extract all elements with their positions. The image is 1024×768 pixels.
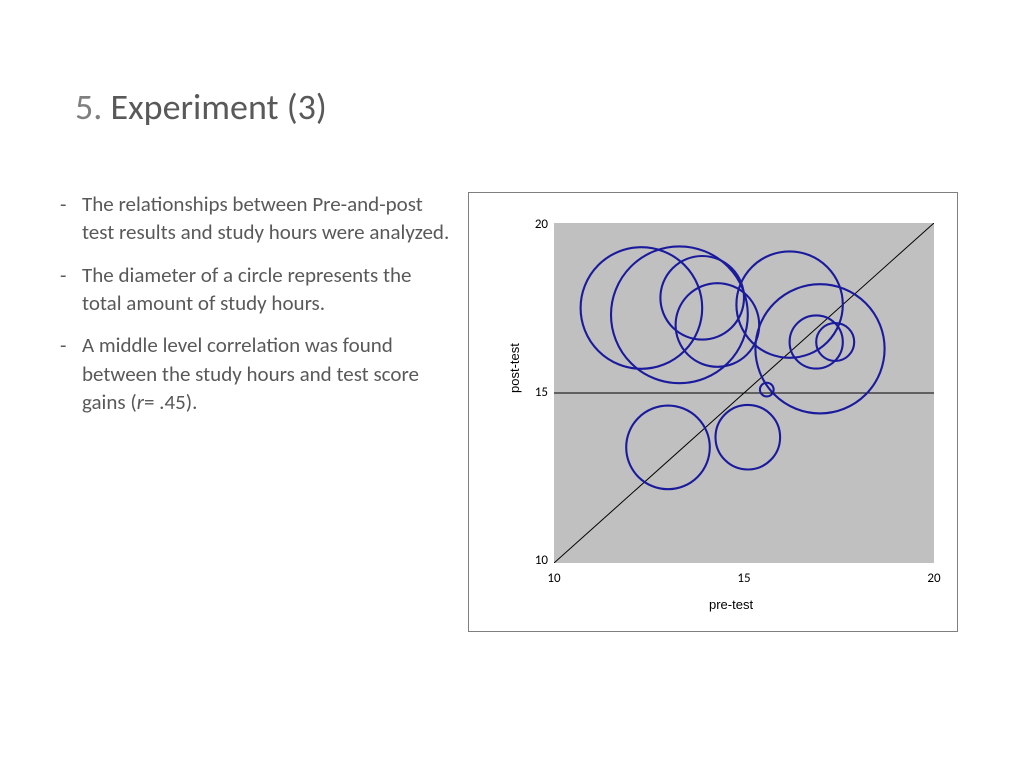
y-tick: 20 xyxy=(524,217,548,232)
bullet-list: The relationships between Pre-and-post t… xyxy=(60,190,450,430)
x-tick: 10 xyxy=(539,571,569,586)
bubble xyxy=(816,323,854,361)
y-tick: 10 xyxy=(524,553,548,568)
title-text: Experiment (3) xyxy=(110,85,326,129)
bubble xyxy=(716,405,781,470)
x-tick: 15 xyxy=(729,571,759,586)
bullet-text: The relationships between Pre-and-post t… xyxy=(82,191,449,245)
bullet-text: The diameter of a circle represents the … xyxy=(82,262,412,316)
bullet-item: A middle level correlation was found bet… xyxy=(60,331,450,416)
bullet-text: A middle level correlation was found bet… xyxy=(82,332,419,415)
title-number: 5. xyxy=(75,85,102,129)
bubble xyxy=(626,406,710,490)
slide: 5. Experiment (3) The relationships betw… xyxy=(0,0,1024,768)
plot-area xyxy=(554,223,934,563)
bullet-item: The relationships between Pre-and-post t… xyxy=(60,190,450,247)
bubble xyxy=(611,246,748,383)
x-axis-label: pre-test xyxy=(709,597,753,612)
bullet-item: The diameter of a circle represents the … xyxy=(60,261,450,318)
y-tick: 15 xyxy=(524,385,548,400)
bubble-chart: post-test pre-test 20 15 10 10 15 20 xyxy=(468,192,958,632)
slide-title: 5. Experiment (3) xyxy=(75,85,327,129)
x-tick: 20 xyxy=(919,571,949,586)
y-axis-label: post-test xyxy=(507,343,522,393)
plot-svg xyxy=(554,223,934,563)
